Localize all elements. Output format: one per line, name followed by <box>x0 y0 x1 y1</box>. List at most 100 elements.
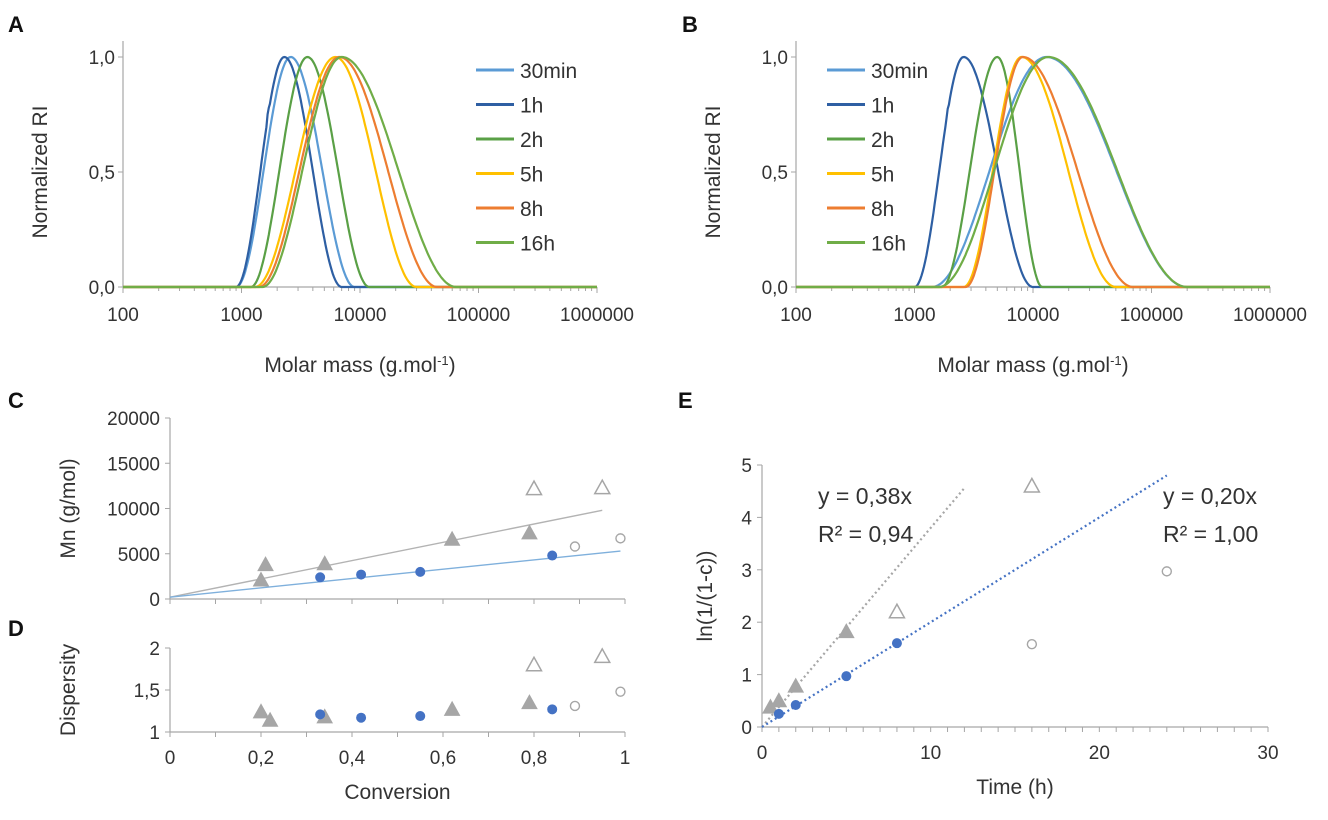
x-tick-label: 1000 <box>220 305 262 326</box>
series-line-1h <box>796 55 1270 289</box>
trendline-r-squared: R² = 1,00 <box>1163 521 1258 547</box>
y-tick-label: 20000 <box>107 409 160 430</box>
y-axis-label: ln(1/(1-c)) <box>694 550 717 641</box>
legend-label: 30min <box>871 60 928 83</box>
x-tick-label: 1000 <box>893 305 935 326</box>
trendline-1 <box>169 550 621 598</box>
y-tick-label: 1,0 <box>89 48 115 69</box>
panel-b-chart: 0,0 0,5 1,0 100 1000 10000 100000 1000000 Normal… <box>702 41 1307 377</box>
x-tick-label: 10 <box>920 743 941 764</box>
data-point-circle-open <box>1026 639 1038 650</box>
series-line-16h <box>123 55 597 289</box>
data-point-circle <box>773 708 784 719</box>
y-tick-label: 10000 <box>107 500 160 521</box>
data-point-triangle <box>521 524 538 540</box>
y-tick-label: 1 <box>149 723 160 744</box>
data-point-triangle-open <box>525 479 543 496</box>
y-tick-label: 5 <box>741 456 752 477</box>
legend-label: 1h <box>871 95 894 118</box>
trendline-0 <box>169 509 603 598</box>
x-tick-label: 0 <box>165 748 176 769</box>
panel-e-chart: 0 1 2 3 4 5 0 10 20 30 ln(1/(1-c)) Time (h) y = 0,38… <box>694 456 1279 799</box>
data-point-circle-open <box>569 541 581 552</box>
x-tick-label: 100 <box>107 305 139 326</box>
y-tick-label: 2 <box>741 613 752 634</box>
data-point-triangle <box>316 555 334 571</box>
panel-letter-d: D <box>8 616 24 641</box>
y-tick-label: 3 <box>741 561 752 582</box>
y-tick-label: 1 <box>741 666 752 687</box>
series-line-30min <box>796 55 1270 289</box>
x-tick-label: 0,6 <box>430 748 456 769</box>
x-axis-label: Conversion <box>344 781 450 804</box>
x-tick-label: 20 <box>1089 743 1110 764</box>
y-axis-label: Dispersity <box>57 643 80 736</box>
data-point-circle-open <box>1161 566 1173 577</box>
x-tick-label: 100 <box>780 305 812 326</box>
x-tick-label: 10000 <box>1007 305 1060 326</box>
data-point-circle <box>415 711 426 722</box>
data-point-circle <box>415 566 426 577</box>
data-point-triangle-open <box>1023 476 1041 493</box>
x-tick-label: 1000000 <box>560 305 634 326</box>
y-tick-label: 0,0 <box>762 278 788 299</box>
data-point-circle-open <box>615 686 626 697</box>
data-point-circle <box>841 671 852 682</box>
data-point-triangle <box>443 530 461 546</box>
trendline-r-squared: R² = 0,94 <box>818 521 913 547</box>
data-point-circle <box>891 638 902 649</box>
data-point-triangle-open <box>525 655 543 672</box>
x-tick-label: 1000000 <box>1233 305 1307 326</box>
data-point-triangle-open <box>593 478 612 495</box>
trendline-0 <box>761 487 966 728</box>
y-axis-label: Normalized RI <box>702 105 725 238</box>
panel-d-chart: 1 1,5 2 0 0,2 0,4 0,6 0,8 1 Dispersity Conversion <box>57 639 630 804</box>
x-axis-label: Molar mass (g.mol-1) <box>937 353 1128 378</box>
y-tick-label: 1,0 <box>762 48 788 69</box>
y-tick-label: 5000 <box>118 545 160 566</box>
y-tick-label: 0 <box>149 590 160 611</box>
series-line-16h <box>796 55 1270 289</box>
y-tick-label: 0 <box>741 718 752 739</box>
data-point-circle <box>356 712 367 723</box>
data-point-triangle-open <box>888 602 906 619</box>
y-tick-label: 4 <box>741 508 752 529</box>
y-axis-label: Normalized RI <box>29 105 52 238</box>
x-tick-label: 0,4 <box>339 748 366 769</box>
data-point-triangle <box>257 556 274 572</box>
legend-label: 8h <box>520 198 543 221</box>
legend-label: 1h <box>520 95 543 118</box>
x-tick-label: 10000 <box>334 305 387 326</box>
data-point-circle-open <box>569 700 581 712</box>
legend-label: 2h <box>871 129 894 152</box>
panel-letter-e: E <box>678 388 693 413</box>
y-tick-label: 1,5 <box>134 681 160 702</box>
y-tick-label: 0,5 <box>89 163 115 184</box>
series-line-5h <box>796 55 1270 289</box>
trendline-1 <box>761 474 1168 728</box>
trendline-equation: y = 0,38x <box>818 483 912 509</box>
panel-letter-b: B <box>682 12 698 37</box>
series-line-8h <box>796 55 1270 289</box>
legend-label: 16h <box>520 233 555 256</box>
x-tick-label: 0 <box>757 743 768 764</box>
data-point-circle <box>356 569 367 580</box>
legend-label: 30min <box>520 60 577 83</box>
legend-label: 5h <box>871 164 894 187</box>
y-tick-label: 15000 <box>107 454 160 475</box>
x-tick-label: 100000 <box>447 305 510 326</box>
panel-c-chart: 0 5000 10000 15000 20000 Mn (g/mol) <box>57 409 626 611</box>
x-tick-label: 100000 <box>1120 305 1183 326</box>
data-point-circle <box>547 550 558 561</box>
x-tick-label: 0,8 <box>521 748 547 769</box>
data-point-circle-open <box>615 533 626 544</box>
data-point-triangle <box>837 623 855 639</box>
data-point-triangle <box>787 677 805 693</box>
data-point-circle <box>315 709 326 720</box>
data-point-triangle <box>770 692 788 708</box>
data-point-triangle-open <box>593 647 612 664</box>
y-tick-label: 0,5 <box>762 163 788 184</box>
panel-letter-a: A <box>8 12 24 37</box>
y-tick-label: 2 <box>149 639 160 660</box>
